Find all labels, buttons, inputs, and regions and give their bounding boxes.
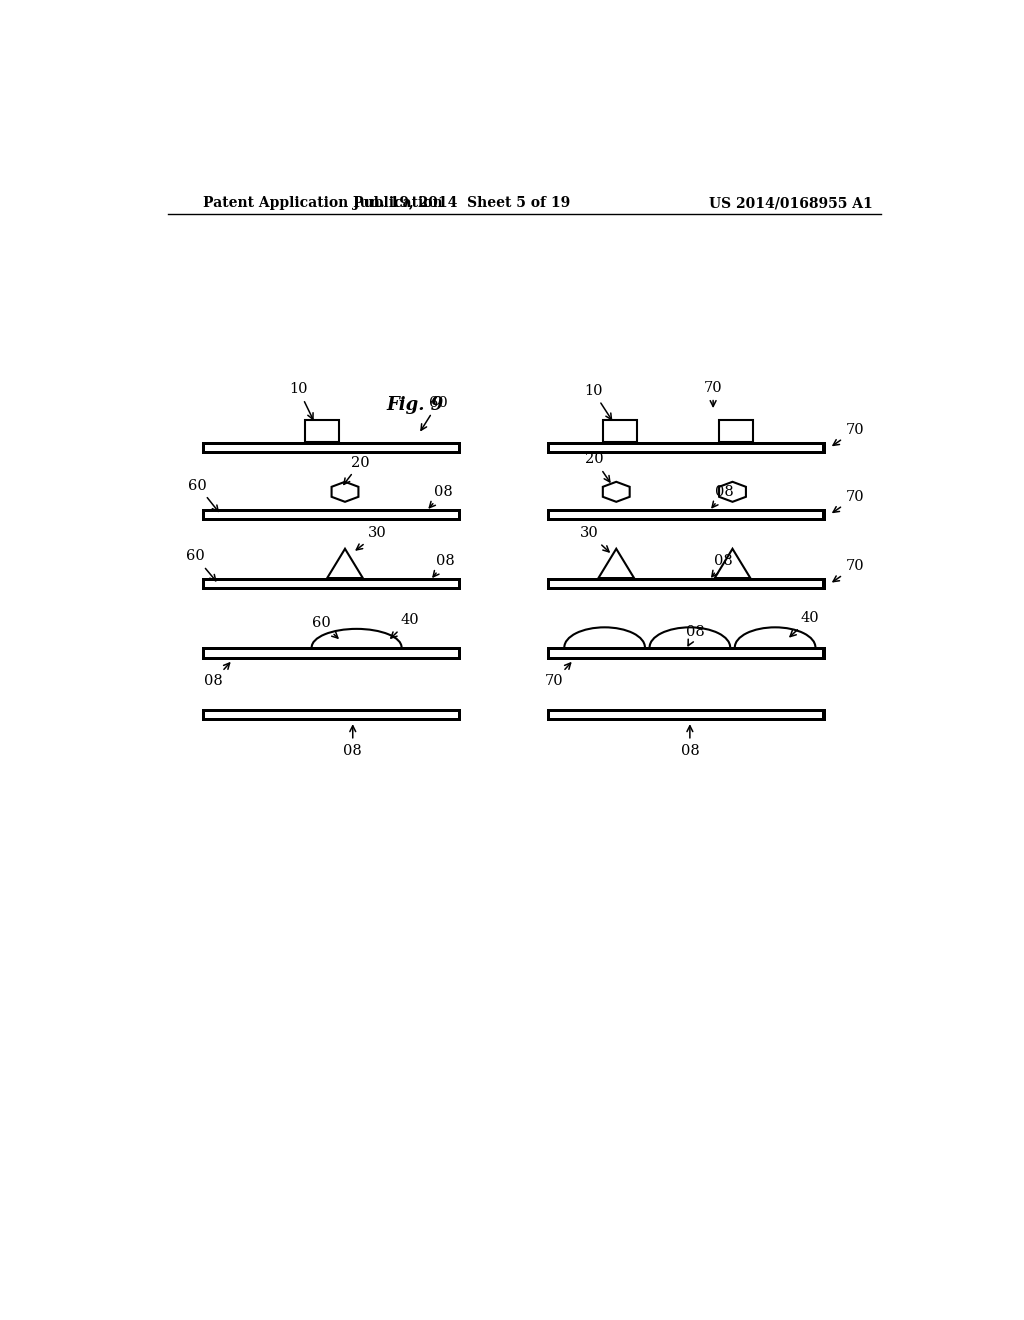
Text: 60: 60 xyxy=(188,479,218,511)
Text: 60: 60 xyxy=(421,396,447,430)
Polygon shape xyxy=(603,482,630,502)
Bar xyxy=(202,647,461,660)
Bar xyxy=(550,651,822,656)
Text: US 2014/0168955 A1: US 2014/0168955 A1 xyxy=(710,197,873,210)
Bar xyxy=(205,445,458,451)
Bar xyxy=(547,442,825,454)
Polygon shape xyxy=(332,482,358,502)
Bar xyxy=(719,420,754,442)
Text: 20: 20 xyxy=(344,455,370,484)
Text: 08: 08 xyxy=(433,554,455,577)
Bar xyxy=(550,581,822,587)
Bar xyxy=(550,445,822,451)
Text: 70: 70 xyxy=(834,490,864,512)
Text: 70: 70 xyxy=(545,663,570,688)
Bar xyxy=(547,578,825,590)
Bar xyxy=(205,711,458,718)
Text: 10: 10 xyxy=(289,383,313,420)
Bar xyxy=(603,420,637,442)
Bar xyxy=(305,420,339,442)
Text: 40: 40 xyxy=(391,614,419,638)
Text: 70: 70 xyxy=(703,381,723,407)
Bar xyxy=(550,711,822,718)
Text: 08: 08 xyxy=(429,484,453,508)
Text: Patent Application Publication: Patent Application Publication xyxy=(203,197,442,210)
Text: 08: 08 xyxy=(712,484,734,508)
Text: 30: 30 xyxy=(580,527,609,552)
Bar xyxy=(547,647,825,660)
Text: 60: 60 xyxy=(186,549,216,581)
Text: 60: 60 xyxy=(312,615,338,638)
Text: 10: 10 xyxy=(584,384,611,420)
Text: 30: 30 xyxy=(356,527,387,550)
Bar xyxy=(550,512,822,517)
Text: Jun. 19, 2014  Sheet 5 of 19: Jun. 19, 2014 Sheet 5 of 19 xyxy=(352,197,570,210)
Polygon shape xyxy=(715,549,751,578)
Text: 08: 08 xyxy=(681,726,699,758)
Text: 08: 08 xyxy=(343,726,362,758)
Bar xyxy=(205,651,458,656)
Bar xyxy=(202,442,461,454)
Bar xyxy=(547,709,825,721)
Text: 08: 08 xyxy=(686,624,705,645)
Bar xyxy=(202,508,461,521)
Polygon shape xyxy=(598,549,634,578)
Polygon shape xyxy=(719,482,745,502)
Text: 08: 08 xyxy=(712,554,732,577)
Text: 70: 70 xyxy=(834,424,864,445)
Text: Fig. 9: Fig. 9 xyxy=(386,396,443,413)
Bar xyxy=(202,709,461,721)
Text: 70: 70 xyxy=(834,560,864,582)
Bar xyxy=(205,581,458,587)
Bar xyxy=(202,578,461,590)
Text: 20: 20 xyxy=(586,453,610,482)
Polygon shape xyxy=(328,549,362,578)
Text: 08: 08 xyxy=(204,663,229,688)
Bar xyxy=(205,512,458,517)
Text: 40: 40 xyxy=(791,611,819,636)
Bar xyxy=(547,508,825,521)
